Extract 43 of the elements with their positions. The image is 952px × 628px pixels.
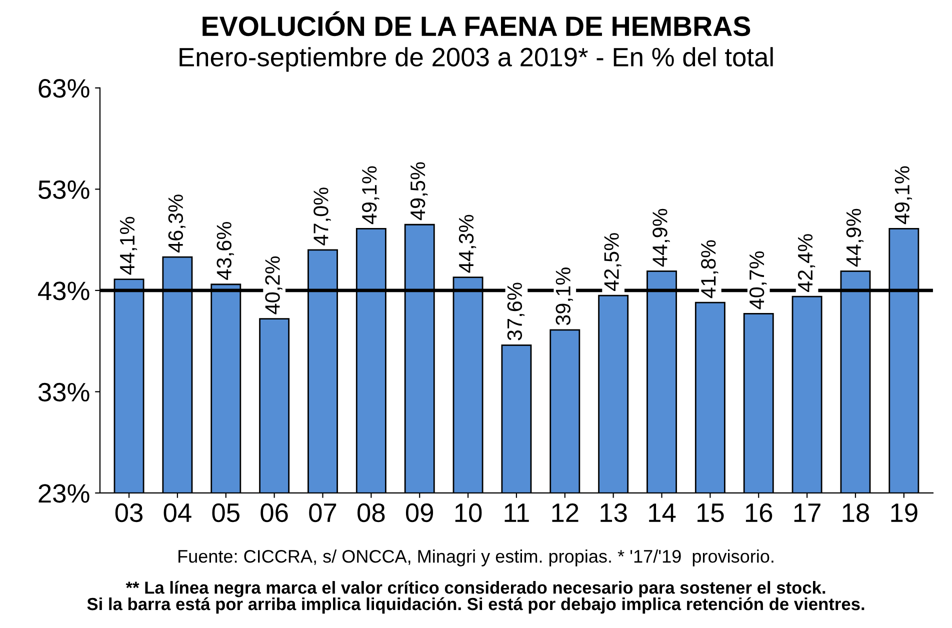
source-note: Fuente: CICCRA, s/ ONCCA, Minagri y estim. propias. * '17/'19 provisorio. [178,550,774,566]
chart-subtitle: Enero-septiembre de 2003 a 2019* - En % del total [180,47,773,72]
y-tick-label: 23% [38,484,90,503]
text: ** La línea negra marca el valor crítico considerado necesario para sostener el stock. Si la barra está por arriba implica liquidación. Si está por debajo implica retención de vientres. [87,580,864,614]
data-label: 39,1% [556,268,573,326]
y-tick-label: 43% [38,282,90,300]
y-tick-label: 63% [38,79,90,98]
data-label: 37,6% [507,282,525,340]
x-tick-label: 19 [891,503,918,522]
x-tick-label: 03 [115,503,143,522]
data-label: 42,4% [798,234,816,292]
x-tick-label: 08 [358,503,385,522]
data-label: 41,8% [701,240,718,298]
data-label: 49,5% [410,162,428,220]
data-label: 49,1% [894,166,912,224]
x-tick-label: 14 [649,504,676,522]
data-label: 44,9% [846,208,864,267]
x-tick-label: 06 [260,503,288,522]
x-tick-label: 15 [698,504,724,522]
x-tick-label: 04 [164,503,192,522]
x-tick-label: 13 [600,503,627,522]
x-tick-label: 05 [212,503,240,522]
chart-title: EVOLUCIÓN DE LA FAENA DE HEMBRAS [202,11,750,36]
data-label: 44,1% [120,216,138,275]
x-tick-label: 16 [746,503,772,522]
data-label: 40,2% [265,256,282,314]
data-label: 42,5% [604,233,622,291]
y-tick-label: 33% [38,382,90,402]
data-label: 44,3% [458,214,476,273]
y-tick-label: 53% [38,180,90,200]
data-label: 44,9% [652,208,670,267]
x-tick-label: 17 [794,504,820,522]
x-tick-label: 18 [842,503,869,522]
data-label: 49,1% [362,166,380,224]
data-label: 46,3% [168,194,186,253]
x-tick-label: 11 [504,504,529,522]
x-tick-label: 07 [309,503,336,522]
x-tick-label: 10 [455,503,482,522]
x-tick-label: 09 [406,503,434,522]
x-tick-label: 12 [552,503,578,522]
data-label: 47,0% [314,188,331,246]
data-label: 40,7% [749,251,767,310]
data-label: 43,6% [216,222,234,280]
